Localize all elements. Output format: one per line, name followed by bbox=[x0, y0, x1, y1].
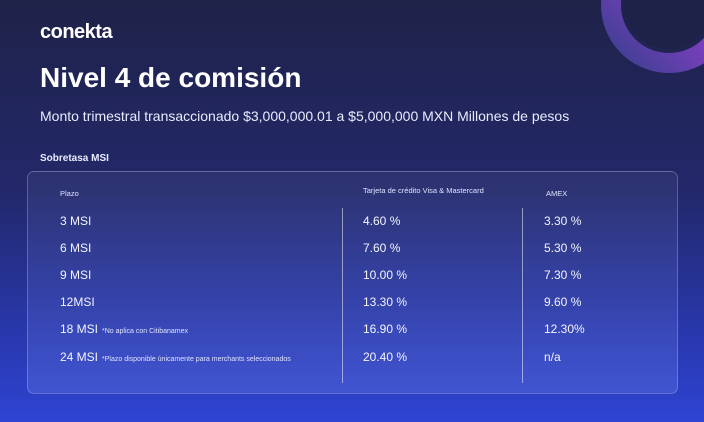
decorative-ring-graphic bbox=[601, 0, 704, 73]
page-subtitle: Monto trimestral transaccionado $3,000,0… bbox=[40, 108, 570, 124]
visa-mc-rate-cell: 4.60 % bbox=[363, 214, 401, 228]
column-divider bbox=[342, 208, 343, 383]
amex-rate-cell: n/a bbox=[544, 350, 561, 364]
plazo-note: *No aplica con Citibanamex bbox=[102, 328, 189, 335]
conekta-logo: conekta bbox=[40, 21, 113, 43]
plazo-cell: 6 MSI bbox=[60, 241, 92, 255]
table-row: 18 MSI *No aplica con Citibanamex 16.90 %… bbox=[28, 322, 677, 342]
amex-rate-cell: 12.30% bbox=[544, 322, 585, 336]
amex-rate-cell: 3.30 % bbox=[544, 214, 582, 228]
plazo-cell: 18 MSI *No aplica con Citibanamex bbox=[60, 322, 189, 336]
table-row: 12MSI 13.30 % 9.60 % bbox=[28, 295, 677, 315]
column-header-amex: AMEX bbox=[546, 189, 568, 198]
plazo-note: *Plazo disponible únicamente para mercha… bbox=[102, 356, 291, 363]
visa-mc-rate-cell: 10.00 % bbox=[363, 268, 408, 282]
plazo-cell: 9 MSI bbox=[60, 268, 92, 282]
visa-mc-rate-cell: 7.60 % bbox=[363, 241, 401, 255]
table-row: 6 MSI 7.60 % 5.30 % bbox=[28, 241, 677, 261]
amex-rate-cell: 7.30 % bbox=[544, 268, 582, 282]
amex-rate-cell: 9.60 % bbox=[544, 295, 582, 309]
plazo-cell: 24 MSI *Plazo disponible únicamente para … bbox=[60, 350, 291, 364]
plazo-cell: 12MSI bbox=[60, 295, 95, 309]
table-row: 9 MSI 10.00 % 7.30 % bbox=[28, 268, 677, 288]
visa-mc-rate-cell: 20.40 % bbox=[363, 350, 408, 364]
table-row: 24 MSI *Plazo disponible únicamente para … bbox=[28, 350, 677, 370]
visa-mc-rate-cell: 16.90 % bbox=[363, 322, 408, 336]
column-header-visa-mastercard: Tarjeta de crédito Visa & Mastercard bbox=[363, 186, 484, 195]
page-title: Nivel 4 de comisión bbox=[40, 62, 302, 93]
plazo-cell: 3 MSI bbox=[60, 214, 92, 228]
table-row: 3 MSI 4.60 % 3.30 % bbox=[28, 214, 677, 234]
visa-mc-rate-cell: 13.30 % bbox=[363, 295, 408, 309]
amex-rate-cell: 5.30 % bbox=[544, 241, 582, 255]
column-divider bbox=[522, 208, 523, 383]
section-label: Sobretasa MSI bbox=[40, 153, 109, 164]
column-header-plazo: Plazo bbox=[60, 189, 79, 198]
commission-table: Plazo Tarjeta de crédito Visa & Masterca… bbox=[27, 171, 678, 394]
